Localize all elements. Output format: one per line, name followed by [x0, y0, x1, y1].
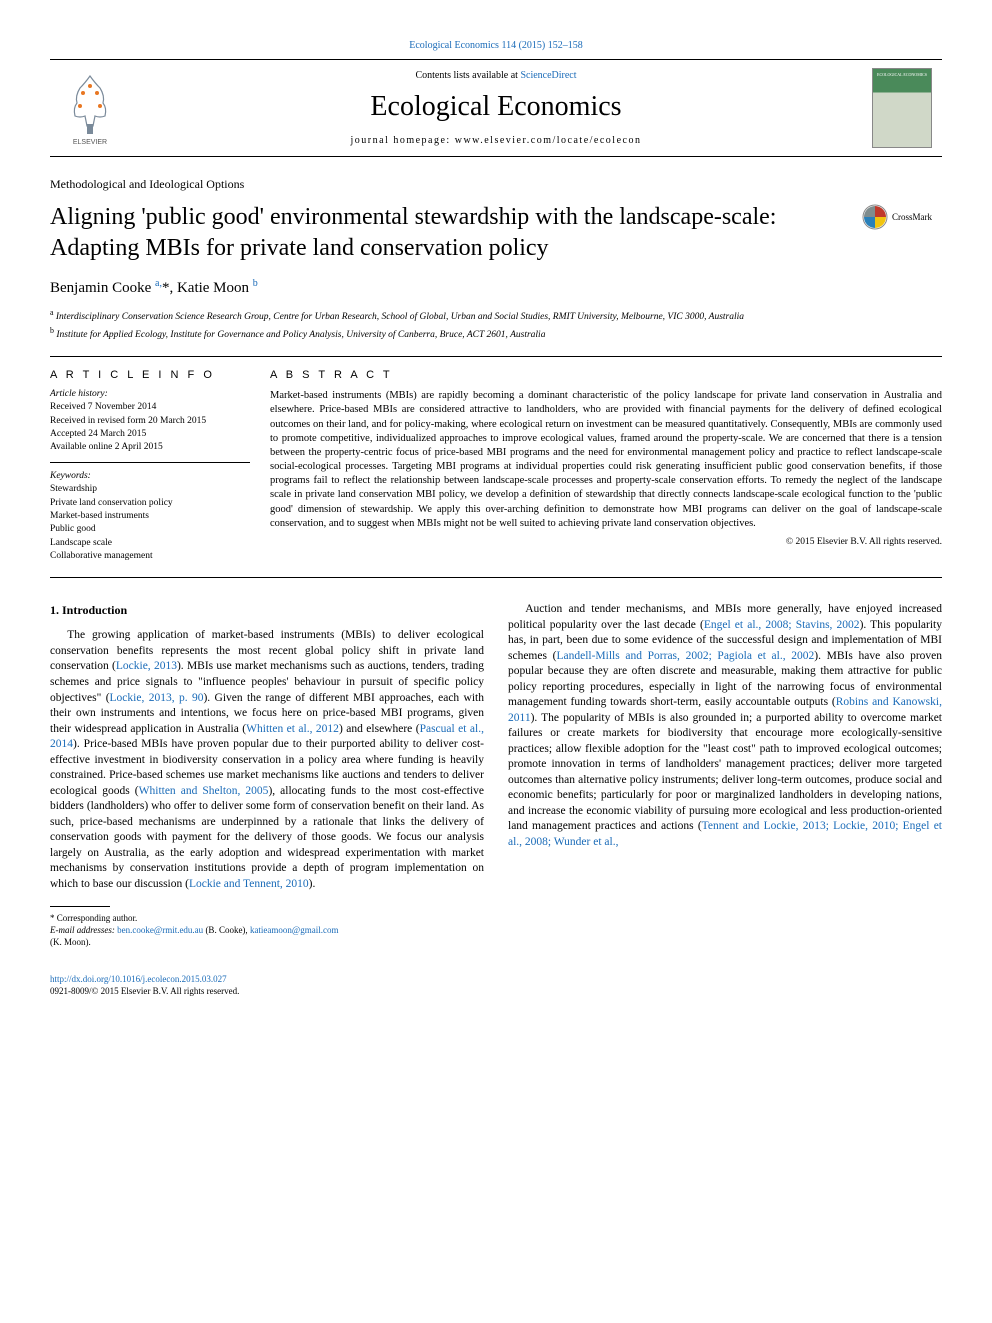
footnote-separator	[50, 906, 110, 907]
journal-homepage: journal homepage: www.elsevier.com/locat…	[130, 135, 862, 146]
cite-engel-stavins[interactable]: Engel et al., 2008; Stavins, 2002	[704, 619, 860, 631]
abstract-heading: A B S T R A C T	[270, 369, 942, 381]
affiliation-b: b Institute for Applied Ecology, Institu…	[50, 325, 942, 342]
keyword-5: Collaborative management	[50, 550, 250, 563]
authors: Benjamin Cooke a,*, Katie Moon b	[50, 278, 942, 297]
abstract-copyright: © 2015 Elsevier B.V. All rights reserved…	[270, 537, 942, 547]
doi-link[interactable]: http://dx.doi.org/10.1016/j.ecolecon.201…	[50, 974, 227, 984]
crossmark-label: CrossMark	[892, 212, 932, 222]
cite-lockie-tennent-2010[interactable]: Lockie and Tennent, 2010	[189, 878, 309, 890]
article-title: Aligning 'public good' environmental ste…	[50, 202, 862, 264]
contents-line: Contents lists available at ScienceDirec…	[130, 70, 862, 81]
body-para-2: Auction and tender mechanisms, and MBIs …	[508, 602, 942, 850]
article-info: A R T I C L E I N F O Article history: R…	[50, 369, 270, 563]
footnotes: * Corresponding author. E-mail addresses…	[50, 913, 484, 948]
abstract: A B S T R A C T Market-based instruments…	[270, 369, 942, 563]
issn-line: 0921-8009/© 2015 Elsevier B.V. All right…	[50, 986, 942, 998]
keyword-0: Stewardship	[50, 483, 250, 496]
history-online: Available online 2 April 2015	[50, 441, 250, 454]
keywords-label: Keywords:	[50, 471, 250, 481]
journal-title: Ecological Economics	[130, 91, 862, 123]
cite-landell-pagiola[interactable]: Landell-Mills and Porras, 2002; Pagiola …	[556, 650, 814, 662]
body-text: 1. Introduction The growing application …	[50, 602, 942, 948]
sciencedirect-link[interactable]: ScienceDirect	[520, 70, 576, 81]
corresponding-author-note: * Corresponding author.	[50, 913, 484, 925]
journal-cover-container	[862, 68, 942, 148]
author-2-aff: b	[253, 278, 258, 289]
keyword-2: Market-based instruments	[50, 510, 250, 523]
author-1-aff: a,	[155, 278, 162, 289]
cite-whitten-2012[interactable]: Whitten et al., 2012	[246, 723, 339, 735]
keyword-1: Private land conservation policy	[50, 497, 250, 510]
cite-lockie-2013[interactable]: Lockie, 2013	[116, 660, 177, 672]
homepage-url[interactable]: www.elsevier.com/locate/ecolecon	[455, 135, 642, 146]
elsevier-tree-icon: ELSEVIER	[55, 68, 125, 148]
section-tag: Methodological and Ideological Options	[50, 177, 942, 192]
journal-cover-icon	[872, 68, 932, 148]
contents-prefix: Contents lists available at	[415, 70, 520, 81]
cite-whitten-shelton-2005[interactable]: Whitten and Shelton, 2005	[139, 785, 269, 797]
email-moon[interactable]: katieamoon@gmail.com	[250, 925, 339, 935]
author-2: Katie Moon	[177, 280, 253, 296]
article-history-label: Article history:	[50, 389, 250, 399]
affiliations: a Interdisciplinary Conservation Science…	[50, 307, 942, 342]
email-cooke[interactable]: ben.cooke@rmit.edu.au	[117, 925, 203, 935]
page-footer: http://dx.doi.org/10.1016/j.ecolecon.201…	[50, 974, 942, 997]
cite-lockie-2013-p90[interactable]: Lockie, 2013, p. 90	[110, 692, 204, 704]
body-para-1: The growing application of market-based …	[50, 628, 484, 892]
history-revised: Received in revised form 20 March 2015	[50, 415, 250, 428]
svg-text:ELSEVIER: ELSEVIER	[73, 139, 107, 146]
keyword-3: Public good	[50, 523, 250, 536]
journal-header: ELSEVIER Contents lists available at Sci…	[50, 59, 942, 157]
article-info-heading: A R T I C L E I N F O	[50, 369, 250, 381]
keyword-4: Landscape scale	[50, 537, 250, 550]
section-1-heading: 1. Introduction	[50, 602, 484, 618]
history-accepted: Accepted 24 March 2015	[50, 428, 250, 441]
crossmark-icon	[862, 204, 888, 230]
author-1: Benjamin Cooke	[50, 280, 155, 296]
abstract-text: Market-based instruments (MBIs) are rapi…	[270, 389, 942, 531]
crossmark-badge[interactable]: CrossMark	[862, 202, 942, 232]
email-line: E-mail addresses: ben.cooke@rmit.edu.au …	[50, 925, 484, 937]
affiliation-a: a Interdisciplinary Conservation Science…	[50, 307, 942, 324]
email-who-moon: (K. Moon).	[50, 937, 484, 949]
top-citation: Ecological Economics 114 (2015) 152–158	[50, 40, 942, 51]
elsevier-logo-container: ELSEVIER	[50, 68, 130, 148]
history-received: Received 7 November 2014	[50, 401, 250, 414]
